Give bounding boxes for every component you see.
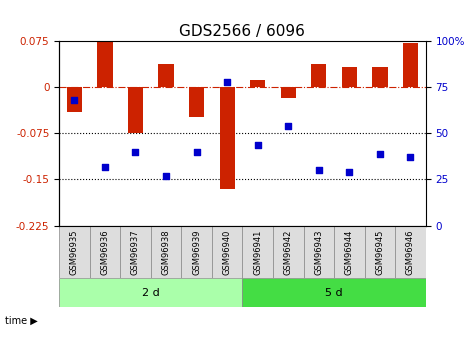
Text: 5 d: 5 d (325, 288, 343, 298)
Bar (311, 64, 326, 87)
Text: GSM96937: GSM96937 (131, 229, 140, 275)
Bar (67, 87, 82, 112)
Point (346, 169, 353, 175)
Text: GSM96946: GSM96946 (406, 229, 415, 275)
Point (223, 79, 231, 85)
Bar (280, 87, 296, 98)
Text: time ▶: time ▶ (5, 316, 37, 326)
Point (70, 98, 78, 103)
FancyBboxPatch shape (242, 226, 273, 278)
Point (376, 151, 384, 157)
Point (315, 168, 323, 173)
Text: GSM96940: GSM96940 (223, 229, 232, 275)
Text: GSM96942: GSM96942 (284, 229, 293, 275)
Text: GSM96938: GSM96938 (162, 229, 171, 275)
FancyBboxPatch shape (365, 226, 395, 278)
Text: 2 d: 2 d (142, 288, 160, 298)
Bar (158, 64, 174, 87)
Text: GSM96935: GSM96935 (70, 229, 79, 275)
Text: GSM96945: GSM96945 (376, 229, 385, 275)
FancyBboxPatch shape (90, 226, 120, 278)
FancyBboxPatch shape (181, 226, 212, 278)
Bar (403, 43, 418, 87)
FancyBboxPatch shape (273, 226, 304, 278)
Bar (342, 67, 357, 87)
Bar (250, 80, 265, 87)
Bar (219, 87, 235, 189)
Text: GSM96936: GSM96936 (100, 229, 109, 275)
FancyBboxPatch shape (151, 226, 181, 278)
Bar (372, 67, 387, 87)
FancyBboxPatch shape (242, 278, 426, 307)
Bar (128, 87, 143, 134)
Title: GDS2566 / 6096: GDS2566 / 6096 (179, 24, 306, 39)
Text: GSM96939: GSM96939 (192, 229, 201, 275)
Point (254, 142, 262, 147)
FancyBboxPatch shape (120, 226, 151, 278)
FancyBboxPatch shape (395, 226, 426, 278)
FancyBboxPatch shape (59, 226, 90, 278)
Bar (97, 37, 113, 87)
FancyBboxPatch shape (304, 226, 334, 278)
Point (101, 164, 109, 169)
Text: GSM96944: GSM96944 (345, 229, 354, 275)
Point (162, 173, 170, 179)
Text: GSM96941: GSM96941 (253, 229, 262, 275)
FancyBboxPatch shape (212, 226, 242, 278)
FancyBboxPatch shape (59, 278, 242, 307)
Bar (189, 87, 204, 117)
Point (193, 149, 201, 155)
Point (284, 123, 292, 129)
Point (407, 155, 414, 160)
Point (131, 149, 139, 155)
FancyBboxPatch shape (334, 226, 365, 278)
Text: GSM96943: GSM96943 (314, 229, 323, 275)
